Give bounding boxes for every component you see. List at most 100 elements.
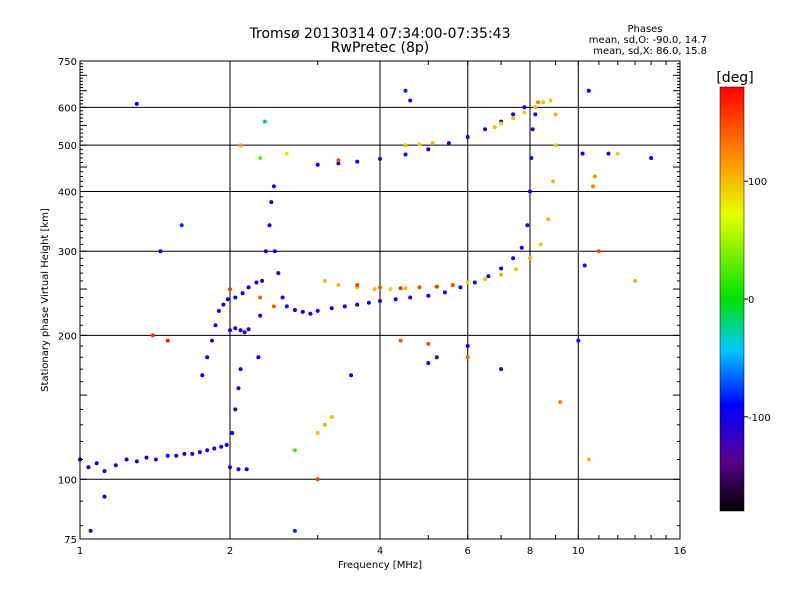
data-point [586, 457, 591, 462]
data-point [586, 88, 591, 93]
data-point [596, 249, 601, 254]
data-point [238, 367, 243, 372]
data-point [174, 453, 179, 458]
data-point [398, 338, 403, 343]
data-point [393, 297, 398, 302]
data-point [533, 105, 538, 110]
data-point [536, 100, 540, 105]
data-point [230, 431, 235, 435]
data-point [244, 467, 249, 472]
data-point [403, 152, 408, 157]
data-point [271, 304, 276, 309]
data-point [525, 223, 530, 228]
data-point [355, 159, 360, 164]
data-point [426, 147, 431, 152]
data-point [269, 200, 274, 205]
colorbar-tick-label: -100 [748, 413, 771, 424]
data-point [378, 285, 382, 290]
data-point [336, 161, 341, 166]
colorbar-tick-label: 100 [748, 177, 767, 188]
data-point [144, 455, 149, 460]
data-point [102, 469, 107, 474]
data-point [134, 101, 139, 106]
x-axis-label: Frequency [MHz] [338, 560, 422, 571]
data-point [499, 266, 504, 271]
colorbar-label: [deg] [716, 70, 753, 86]
data-point [388, 287, 393, 292]
data-point [260, 278, 265, 283]
stats-heading: Phases [627, 24, 662, 35]
data-point [426, 293, 431, 298]
data-point [492, 125, 497, 130]
data-point [221, 302, 226, 307]
data-point [308, 311, 313, 316]
data-point [233, 295, 238, 300]
data-point [315, 431, 320, 435]
data-point [228, 328, 232, 333]
data-point [205, 355, 210, 360]
data-point [165, 338, 170, 343]
data-point [182, 451, 187, 456]
data-point [533, 112, 538, 117]
data-point [336, 283, 341, 287]
data-point [246, 285, 251, 290]
x-tick-label: 8 [527, 546, 533, 557]
data-point [408, 98, 413, 103]
data-point [590, 184, 595, 189]
data-point [212, 446, 217, 451]
data-point [258, 156, 263, 160]
data-point [271, 184, 276, 189]
data-point [398, 286, 403, 291]
data-point [150, 333, 155, 338]
data-point [553, 112, 558, 117]
data-point [238, 143, 243, 148]
data-point [528, 189, 532, 194]
data-point [315, 162, 320, 167]
data-point [472, 280, 477, 285]
colorbar-tick-label: 0 [748, 295, 754, 306]
data-point [430, 141, 435, 146]
data-point [499, 272, 504, 277]
data-point [315, 308, 320, 313]
data-point [592, 174, 597, 179]
data-point [228, 287, 232, 292]
data-point [197, 450, 202, 455]
data-point [254, 280, 259, 285]
data-point [190, 451, 195, 456]
data-point [548, 98, 553, 103]
data-point [238, 328, 243, 333]
data-point [263, 249, 268, 254]
chart-title: Tromsø 20130314 07:34:00-07:35:43 [249, 26, 511, 42]
data-point [465, 355, 470, 360]
data-point [450, 283, 455, 287]
data-point [233, 326, 238, 331]
data-point [322, 422, 327, 427]
data-point [219, 444, 224, 449]
data-point [446, 141, 451, 146]
stats-line-o: mean, sd,O: -90.0, 14.7 [589, 35, 707, 46]
data-point [322, 278, 327, 283]
data-point [240, 291, 245, 296]
y-tick-label: 200 [58, 331, 77, 342]
data-point [483, 127, 488, 132]
data-point [582, 263, 587, 268]
data-point [300, 309, 305, 314]
data-point [280, 295, 285, 300]
y-tick-label: 750 [58, 57, 77, 68]
x-tick-label: 1 [77, 546, 83, 557]
data-point [165, 453, 170, 458]
data-point [267, 223, 272, 228]
data-point [546, 217, 551, 222]
data-point [511, 112, 516, 117]
data-point [284, 304, 289, 309]
data-point [649, 156, 654, 160]
data-point [355, 302, 360, 307]
y-tick-label: 300 [58, 247, 77, 258]
data-point [465, 344, 470, 348]
data-point [366, 300, 371, 305]
x-tick-label: 4 [377, 546, 383, 557]
data-point [378, 156, 382, 161]
x-tick-label: 10 [572, 546, 585, 557]
data-point [102, 494, 107, 499]
